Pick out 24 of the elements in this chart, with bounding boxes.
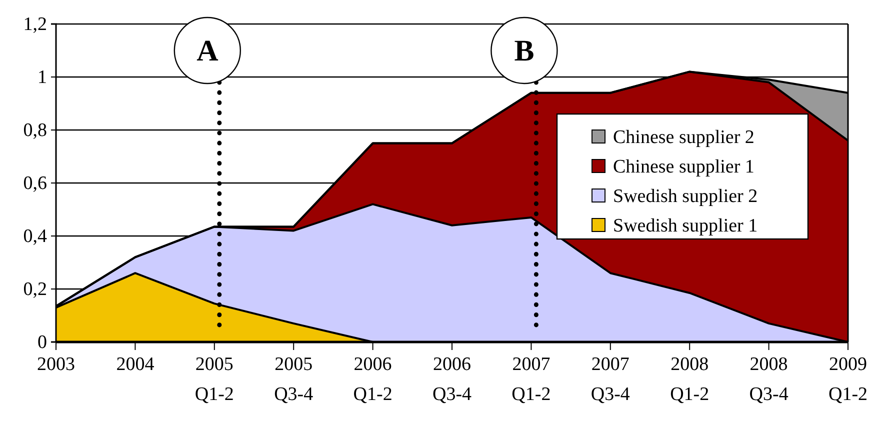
y-tick-label: 0,2 (23, 279, 47, 300)
y-tick-label: 0 (38, 332, 47, 354)
legend-label: Swedish supplier 1 (613, 216, 758, 236)
x-tick-label: 2006 Q1-2 (353, 354, 392, 405)
x-tick-label: 2009 Q1-2 (828, 354, 868, 405)
x-tick-label: 2007 Q3-4 (590, 354, 630, 405)
ref-line-label: A (196, 34, 219, 68)
y-tick-label: 1,2 (23, 14, 47, 36)
y-tick-label: 0,4 (23, 226, 48, 248)
legend-label: Swedish supplier 2 (613, 186, 758, 207)
y-tick-label: 0,6 (23, 173, 47, 194)
x-tick-label: 2005 Q1-2 (194, 354, 234, 405)
y-tick-label: 1 (38, 67, 47, 88)
x-tick-label: 2008 Q1-2 (670, 354, 710, 405)
legend-label: Chinese supplier 1 (613, 156, 754, 178)
x-tick-label: 2007 Q1-2 (512, 354, 551, 405)
x-tick-label: 2006 Q3-4 (432, 354, 472, 405)
x-tick-label: 2004 (116, 354, 155, 375)
y-tick-label: 0,8 (23, 120, 47, 142)
x-tick-label: 2005 Q3-4 (274, 354, 314, 405)
x-tick-label: 2003 (37, 354, 75, 375)
x-tick-label: 2008 Q3-4 (749, 354, 789, 405)
ref-line-label: B (514, 34, 534, 68)
legend-label: Chinese supplier 2 (613, 127, 754, 148)
